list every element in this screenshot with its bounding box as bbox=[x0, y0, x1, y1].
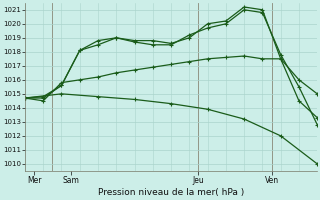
X-axis label: Pression niveau de la mer( hPa ): Pression niveau de la mer( hPa ) bbox=[98, 188, 244, 197]
